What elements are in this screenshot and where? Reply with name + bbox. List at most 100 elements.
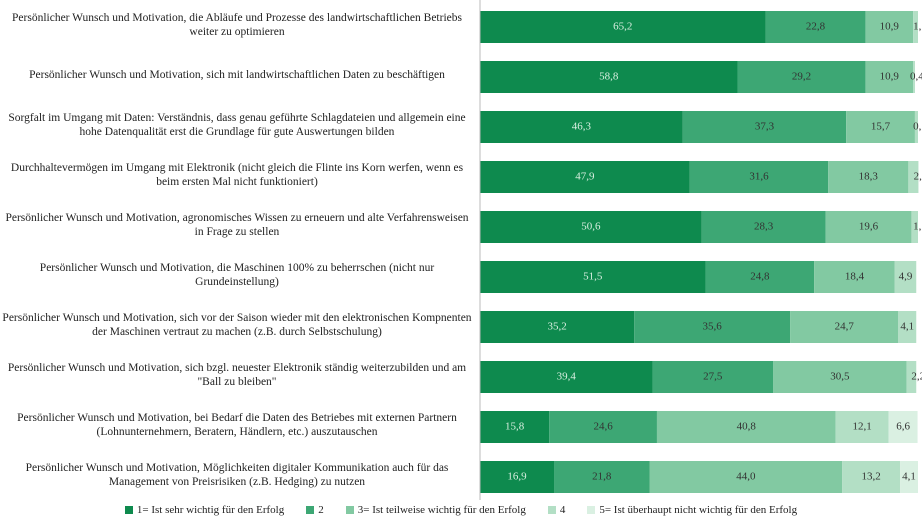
bar-segment [737,61,866,93]
value-label: 10,9 [880,21,900,33]
legend: 1= Ist sehr wichtig für den Erfolg 2 3= Is… [0,504,922,516]
bar-segment [790,311,899,343]
bar-segment [865,11,914,43]
value-label: 29,2 [792,71,811,83]
category-label: Persönlicher Wunsch und Motivation, die … [12,12,462,38]
bar-segment [913,11,918,43]
legend-item: 2 [306,504,324,516]
value-label: 24,7 [835,321,855,333]
value-label: 1,1 [913,21,922,33]
value-label: 46,3 [572,121,592,133]
value-label: 0,7 [913,121,922,133]
bar-segment [906,361,917,393]
bar-segment [656,411,836,443]
value-label: 39,4 [557,371,577,383]
value-label: 31,6 [749,171,769,183]
legend-item: 4 [547,504,565,516]
category-label: Persönlicher Wunsch und Motivation, sich… [7,362,467,388]
value-label: 18,4 [845,271,865,283]
value-label: 10,9 [880,71,900,83]
bar-segment [900,461,918,493]
bar-segment [634,311,791,343]
legend-swatch [547,506,556,514]
legend-label: 2 [318,504,324,516]
bar-segment [894,261,917,293]
legend-swatch [345,506,354,514]
legend-swatch [124,506,133,514]
bar-segment [701,211,826,243]
bar-segment [914,111,918,143]
bar-segment [649,461,843,493]
value-label: 18,3 [859,171,879,183]
value-label: 50,6 [581,221,601,233]
legend-item: 5= Ist überhaupt nicht wichtig für den E… [587,504,797,516]
value-label: 35,2 [547,321,566,333]
bar-segment [480,261,706,293]
value-label: 35,6 [703,321,723,333]
category-label: Persönlicher Wunsch und Motivation, agro… [5,212,469,238]
value-label: 30,5 [830,371,850,383]
legend-item: 1= Ist sehr wichtig für den Erfolg [124,504,285,516]
value-label: 19,6 [859,221,879,233]
value-label: 16,9 [507,471,527,483]
bar-segment [835,411,889,443]
bar-segment [480,61,738,93]
value-label: 12,1 [853,421,872,433]
chart: 65,2 22,8 10,9 1,1 58,8 29,2 10,9 0,4 46,3 37,3 15… [479,0,922,500]
legend-swatch [587,506,596,514]
category-label: Persönlicher Wunsch und Motivation, die … [39,262,435,288]
bar-segment [554,461,650,493]
bar-segment [865,61,914,93]
value-label: 4,1 [900,321,914,333]
category-label: Durchhaltevermögen im Umgang mit Elektro… [10,162,464,188]
bar-segment [682,111,847,143]
bar-segment [705,261,815,293]
value-label: 28,3 [754,221,774,233]
bar-segment [828,161,909,193]
value-label: 65,2 [613,21,632,33]
value-label: 0,4 [910,71,922,83]
value-label: 1,5 [913,221,922,233]
legend-label: 3= Ist teilweise wichtig für den Erfolg [357,504,526,516]
bar-segment [480,411,550,443]
bar-segment [773,361,907,393]
value-label: 44,0 [736,471,756,483]
bar-segment [842,461,901,493]
value-label: 58,8 [599,71,619,83]
bar-segment [765,11,866,43]
category-label: Persönlicher Wunsch und Motivation, Mögl… [25,462,449,488]
legend-swatch [306,506,315,514]
bar-segment [480,111,683,143]
bar-segment [480,361,653,393]
bar-segment [888,411,918,443]
bar-segment [814,261,895,293]
bar-segment [480,461,555,493]
category-label: Persönlicher Wunsch und Motivation, sich… [2,312,472,338]
value-label: 27,5 [703,371,723,383]
value-label: 40,8 [737,421,757,433]
bar-segment [825,211,912,243]
bar-segment [549,411,657,443]
bar-segment [480,211,702,243]
bar-segment [911,211,918,243]
category-label: Persönlicher Wunsch und Motivation, sich… [29,69,445,81]
value-label: 6,6 [896,421,910,433]
value-label: 4,1 [902,471,916,483]
bar-segment [908,161,919,193]
value-label: 24,6 [593,421,613,433]
value-label: 22,8 [806,21,826,33]
value-label: 15,7 [871,121,891,133]
value-label: 47,9 [575,171,595,183]
category-label: Persönlicher Wunsch und Motivation, bei … [17,412,457,438]
bar-segment [480,161,690,193]
legend-label: 5= Ist überhaupt nicht wichtig für den E… [599,504,798,516]
value-label: 21,8 [592,471,612,483]
category-label: Sorgfalt im Umgang mit Daten: Verständni… [8,112,466,138]
value-label: 2,2 [911,371,922,383]
legend-label: 1= Ist sehr wichtig für den Erfolg [136,504,285,516]
bar-segment [652,361,774,393]
value-label: 51,5 [583,271,603,283]
bar-segment [480,11,766,43]
value-label: 13,2 [862,471,881,483]
